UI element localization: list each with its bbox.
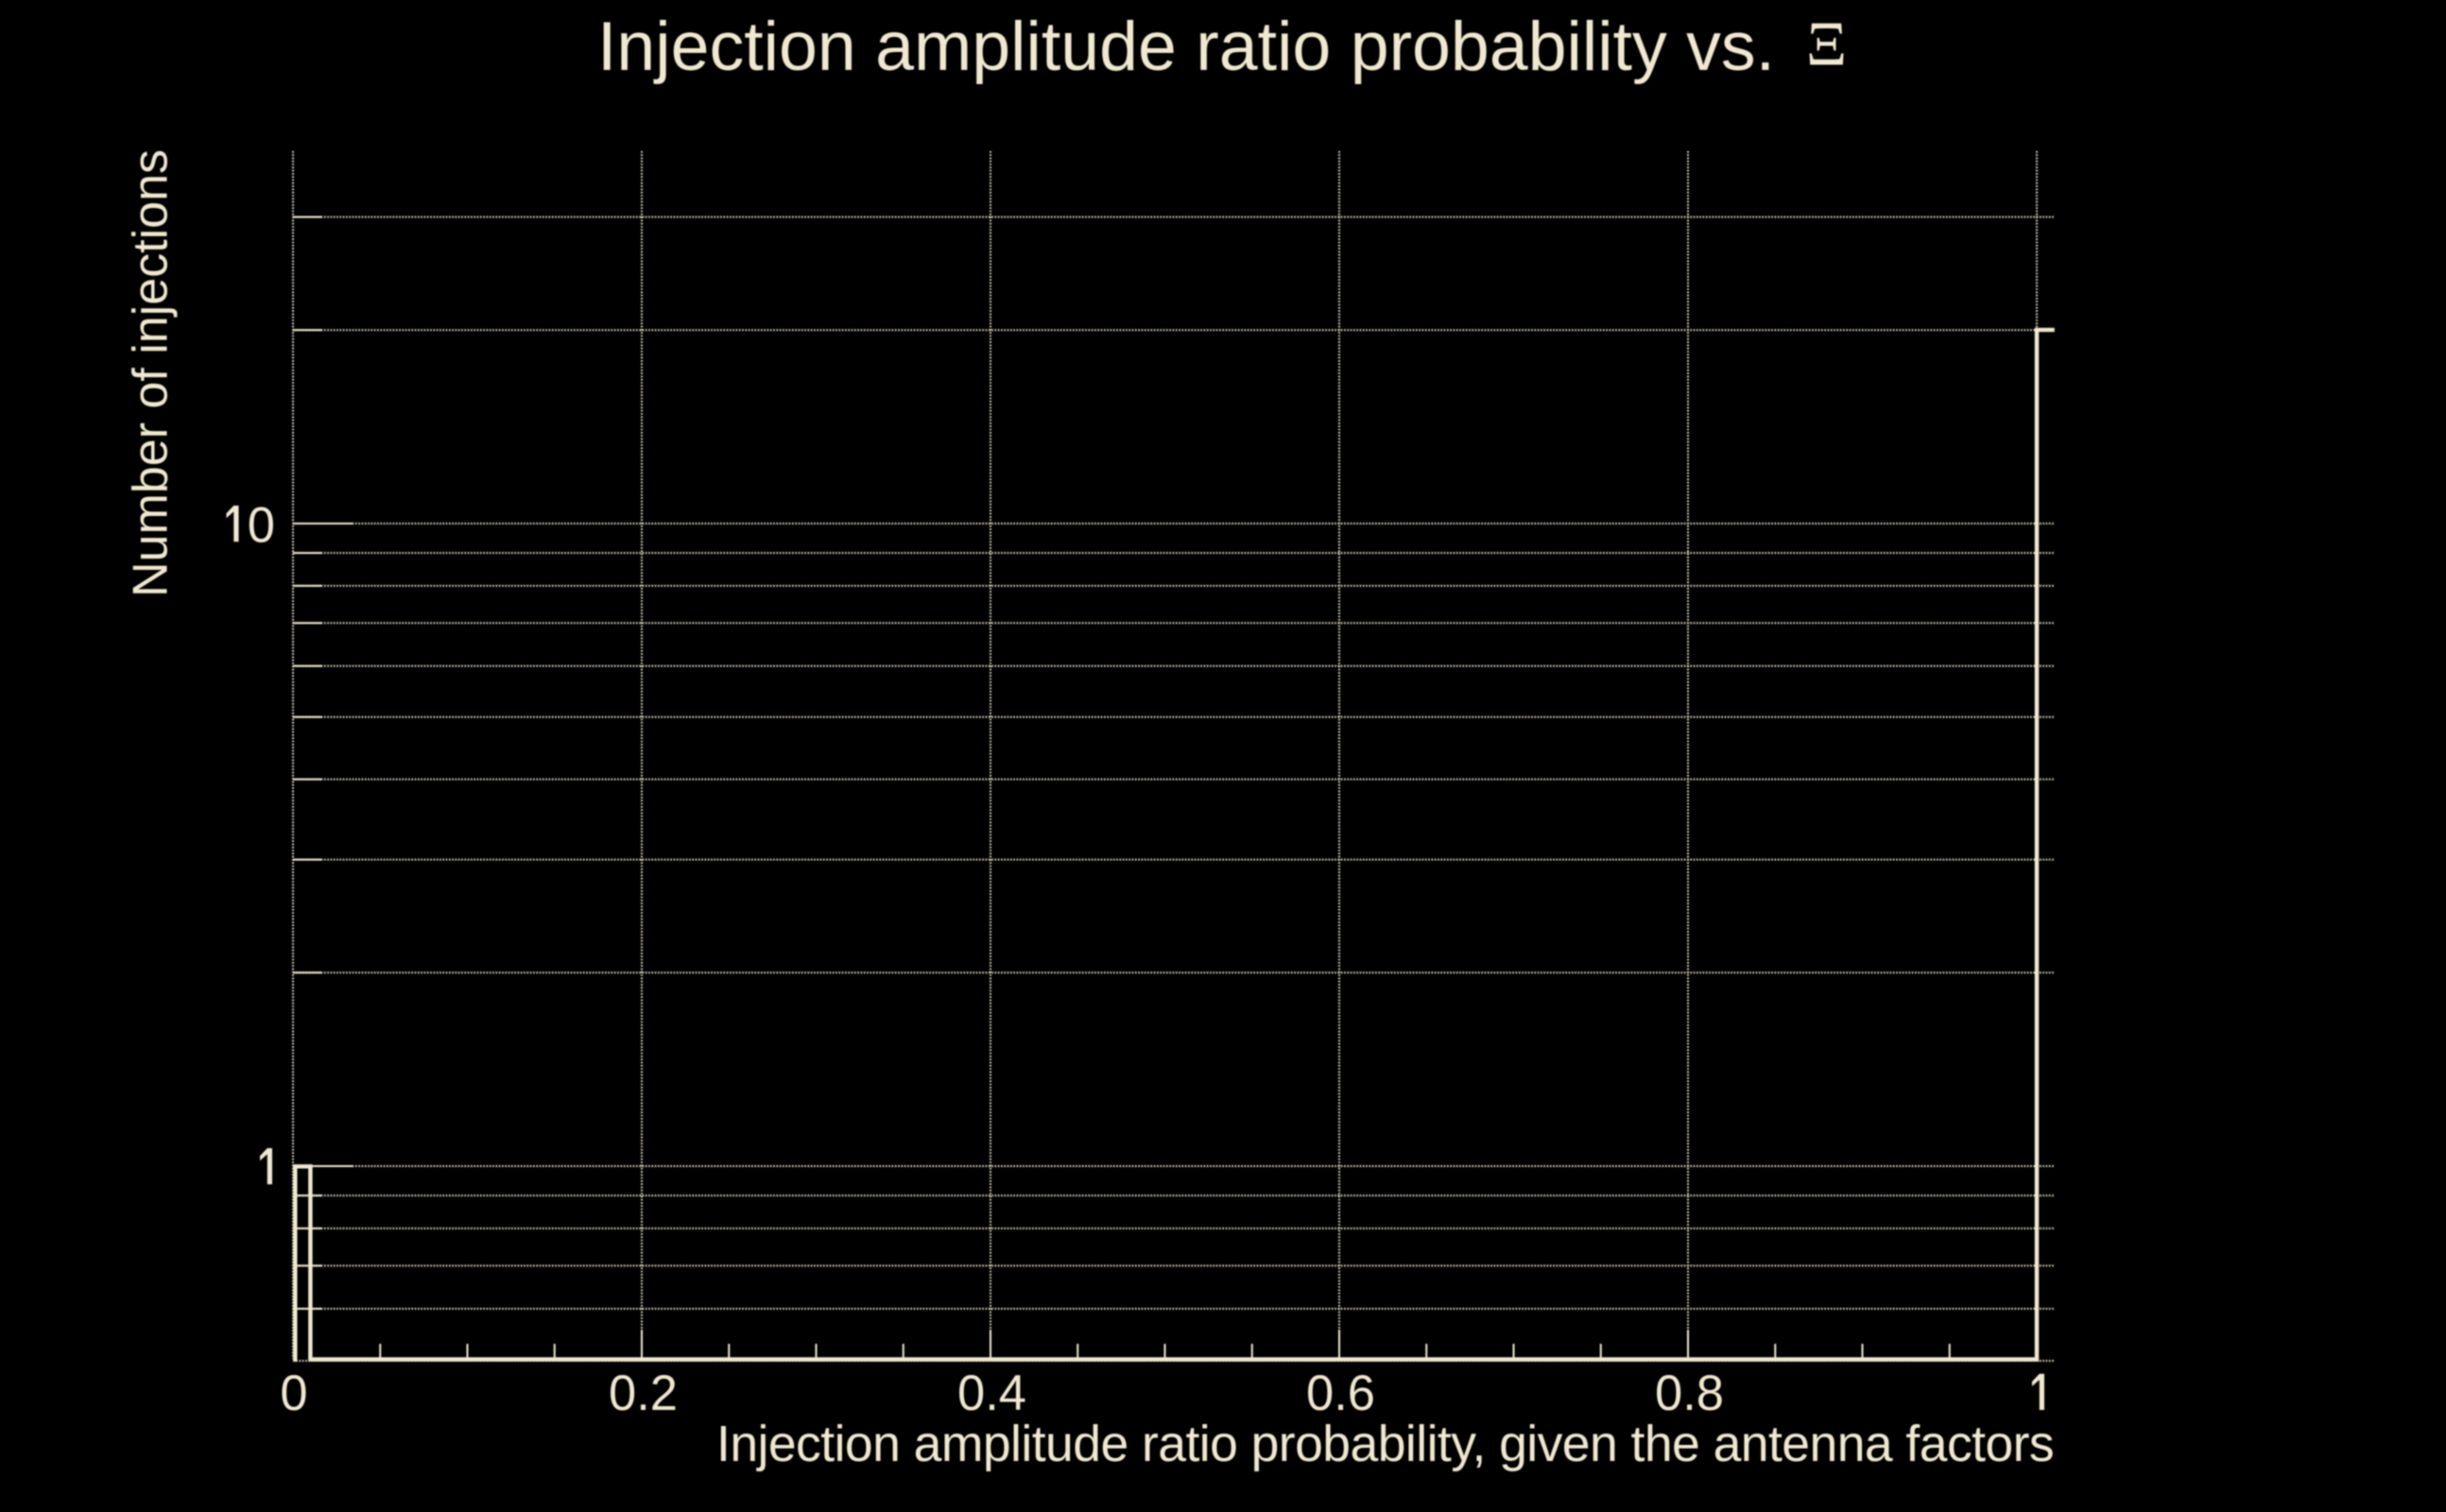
svg-text:Injection amplitude ratio prob: Injection amplitude ratio probability vs…: [597, 7, 1775, 85]
svg-text:0.6: 0.6: [1306, 1366, 1375, 1421]
svg-text:0: 0: [248, 497, 275, 553]
svg-text:Injection amplitude ratio prob: Injection amplitude ratio probability, g…: [716, 1417, 2054, 1472]
svg-text:Ξ: Ξ: [1806, 9, 1847, 79]
svg-text:0: 0: [280, 1366, 307, 1421]
svg-text:Number of injections: Number of injections: [124, 149, 179, 597]
svg-text:0.4: 0.4: [957, 1366, 1026, 1421]
svg-text:0.2: 0.2: [609, 1366, 678, 1421]
svg-text:0.8: 0.8: [1655, 1366, 1724, 1421]
